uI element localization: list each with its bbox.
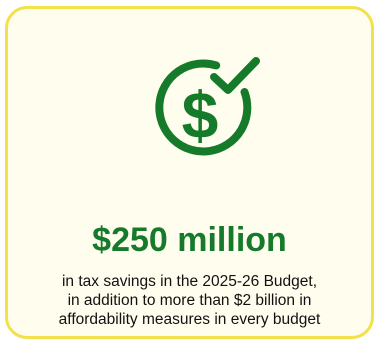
description-line: in tax savings in the 2025-26 Budget,: [61, 273, 318, 290]
description-text: in tax savings in the 2025-26 Budget, in…: [8, 272, 371, 329]
description-line: affordability measures in every budget: [58, 311, 321, 328]
svg-text:$: $: [182, 78, 219, 152]
dollar-check-icon: $: [155, 57, 260, 156]
description-line: in addition to more than $2 billion in: [67, 292, 312, 309]
amount-headline: $250 million: [92, 221, 287, 259]
info-card: $ $250 million in tax savings in the 202…: [5, 6, 374, 339]
